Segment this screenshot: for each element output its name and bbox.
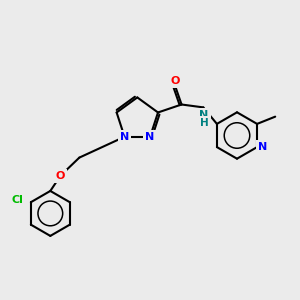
Text: N: N <box>200 110 209 120</box>
Text: N: N <box>146 132 155 142</box>
Text: Cl: Cl <box>11 195 23 206</box>
Text: O: O <box>170 76 180 86</box>
Text: N: N <box>120 132 129 142</box>
Text: N: N <box>258 142 268 152</box>
Text: H: H <box>200 118 208 128</box>
Text: O: O <box>56 171 65 181</box>
